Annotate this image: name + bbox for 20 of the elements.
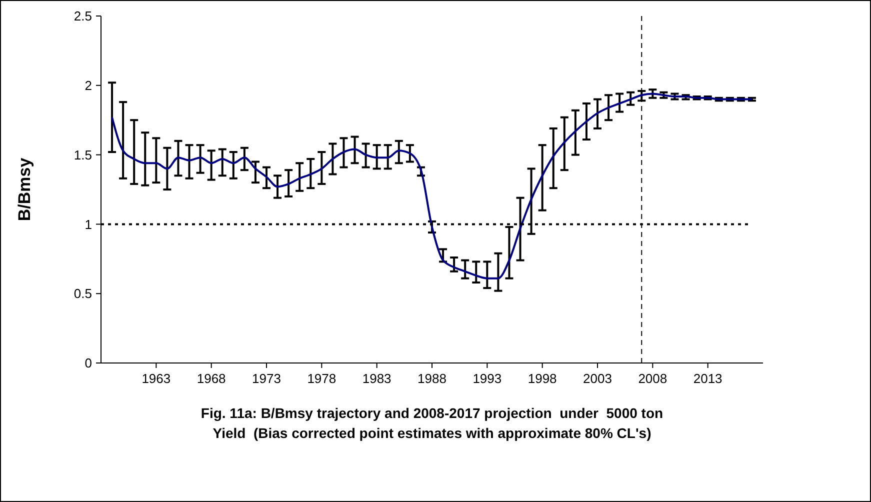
y-tick-label: 1.5 xyxy=(74,147,92,162)
y-tick-label: 0.5 xyxy=(74,286,92,302)
x-tick-label: 1988 xyxy=(418,371,446,386)
x-tick-label: 1998 xyxy=(528,371,557,386)
y-tick-label: 1 xyxy=(84,216,92,232)
x-tick-label: 1993 xyxy=(472,371,502,386)
x-tick-label: 2008 xyxy=(638,371,668,386)
x-tick-label: 1968 xyxy=(196,371,226,386)
x-tick-label: 2013 xyxy=(693,371,722,386)
y-axis-title: B/Bmsy xyxy=(15,157,34,222)
x-tick-label: 1978 xyxy=(307,371,336,386)
line-series xyxy=(111,92,753,280)
y-tick-label: 2.5 xyxy=(74,8,92,24)
x-tick-label: 2003 xyxy=(583,371,612,386)
y-tick-label: 0 xyxy=(84,356,92,371)
text: Fig. 11a: B/Bmsy trajectory and 2008-2017 projection under 5000 ton Yield (Bias corrected point estimates with approximate 80% CL's) xyxy=(200,405,664,441)
x-tick-label: 1973 xyxy=(252,371,281,386)
x-tick-label: 1963 xyxy=(142,371,171,386)
y-tick-label: 2 xyxy=(84,78,92,93)
x-tick-label: 1983 xyxy=(362,371,392,386)
